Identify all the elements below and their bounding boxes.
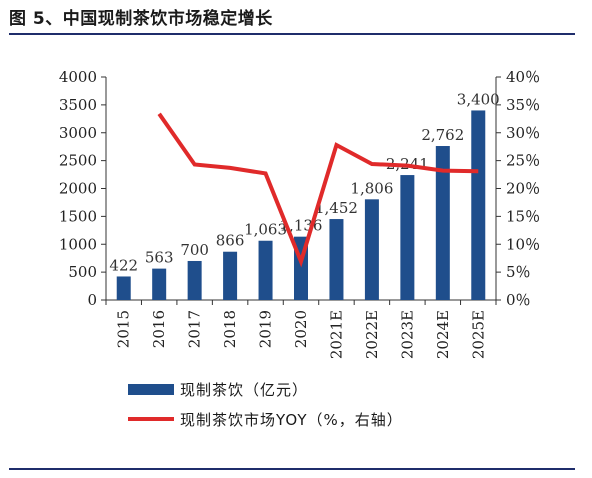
bar [223,251,238,300]
bar-value-label: 866 [216,232,245,250]
bottom-divider [9,468,575,470]
bar-value-label: 1,063 [244,221,287,239]
right-tick-label: 10％ [506,235,540,253]
right-tick-label: 15％ [506,207,540,225]
title-divider [9,33,575,35]
bar-value-label: 422 [109,256,138,274]
bar-value-label: 1,806 [350,179,393,197]
x-tick-label: 2023E [398,310,416,359]
x-tick-label: 2025E [469,310,487,359]
bar [187,260,202,300]
bar [258,240,273,300]
x-tick-label: 2024E [434,310,452,359]
right-tick-label: 30％ [506,124,540,142]
x-tick-label: 2016 [150,310,168,348]
x-tick-label: 2019 [257,310,275,348]
right-tick-label: 25％ [506,152,540,170]
x-tick-label: 2022E [363,310,381,359]
legend-label-line: 现制茶饮市场YOY（%，右轴） [180,410,403,429]
bar-value-label: 2,762 [421,126,464,144]
legend-label-bar: 现制茶饮（亿元） [180,380,309,399]
legend-line-swatch [128,417,174,421]
left-tick-label: 2500 [59,152,97,170]
bar [364,199,379,300]
bar [400,175,415,300]
x-tick-label: 2021E [327,310,345,359]
bar-value-label: 1,452 [315,199,358,217]
right-tick-label: 20％ [506,180,540,198]
x-tick-label: 2020 [292,310,310,348]
legend-item-line: 现制茶饮市场YOY（%，右轴） [128,404,403,434]
bar [152,268,167,300]
right-tick-label: 0％ [506,291,531,309]
left-tick-label: 500 [68,263,97,281]
bar-value-label: 700 [180,241,209,259]
bar [435,146,450,300]
figure-title: 图 5、中国现制茶饮市场稳定增长 [9,9,273,29]
right-tick-label: 40％ [506,68,540,86]
left-tick-label: 4000 [59,68,97,86]
bar [116,276,131,300]
left-tick-label: 1500 [59,207,97,225]
x-tick-label: 2017 [186,310,204,348]
left-tick-label: 3500 [59,96,97,114]
legend-bar-swatch [128,383,174,395]
yoy-line [157,112,479,268]
x-tick-label: 2018 [221,310,239,348]
left-tick-label: 2000 [59,180,97,198]
left-tick-label: 0 [87,291,97,309]
bar-value-label: 563 [145,249,174,267]
bar [471,110,486,300]
legend: 现制茶饮（亿元） 现制茶饮市场YOY（%，右轴） [128,374,403,434]
x-tick-label: 2015 [115,310,133,348]
legend-item-bar: 现制茶饮（亿元） [128,374,403,404]
right-tick-label: 35％ [506,96,540,114]
bar [329,219,344,300]
left-tick-label: 3000 [59,124,97,142]
bar-value-label: 3,400 [457,90,500,108]
left-tick-label: 1000 [59,235,97,253]
right-tick-label: 5％ [506,263,531,281]
